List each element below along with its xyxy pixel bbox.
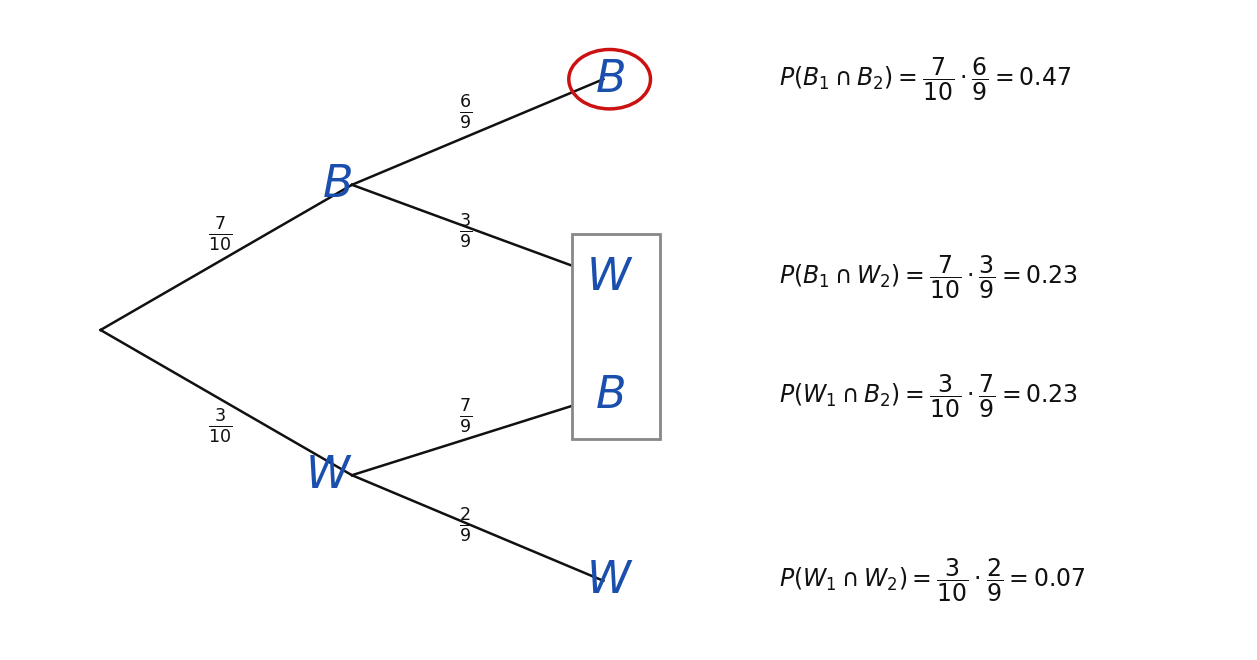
Text: $\frac{6}{9}$: $\frac{6}{9}$ <box>459 93 471 131</box>
Text: $P(W_1 \cap W_2) = \dfrac{3}{10} \cdot \dfrac{2}{9} = 0.07$: $P(W_1 \cap W_2) = \dfrac{3}{10} \cdot \… <box>779 557 1086 605</box>
Text: $\frac{3}{10}$: $\frac{3}{10}$ <box>207 407 233 445</box>
Text: $\frac{7}{10}$: $\frac{7}{10}$ <box>207 215 233 253</box>
Text: $\frac{2}{9}$: $\frac{2}{9}$ <box>459 506 471 544</box>
FancyBboxPatch shape <box>572 234 660 439</box>
Text: $W$: $W$ <box>586 255 634 299</box>
Text: $\frac{7}{9}$: $\frac{7}{9}$ <box>459 397 471 435</box>
Text: $B$: $B$ <box>322 163 352 207</box>
Text: $W$: $W$ <box>586 559 634 603</box>
Text: $\frac{3}{9}$: $\frac{3}{9}$ <box>459 212 471 250</box>
Text: $P(B_1 \cap W_2) = \dfrac{7}{10} \cdot \dfrac{3}{9} = 0.23$: $P(B_1 \cap W_2) = \dfrac{7}{10} \cdot \… <box>779 253 1077 301</box>
Text: $B$: $B$ <box>595 374 625 418</box>
Text: $B$: $B$ <box>595 57 625 101</box>
Text: $W$: $W$ <box>304 453 352 497</box>
Text: $P(B_1 \cap B_2) = \dfrac{7}{10} \cdot \dfrac{6}{9} = 0.47$: $P(B_1 \cap B_2) = \dfrac{7}{10} \cdot \… <box>779 55 1072 103</box>
Text: $P(W_1 \cap B_2) = \dfrac{3}{10} \cdot \dfrac{7}{9} = 0.23$: $P(W_1 \cap B_2) = \dfrac{3}{10} \cdot \… <box>779 372 1077 420</box>
